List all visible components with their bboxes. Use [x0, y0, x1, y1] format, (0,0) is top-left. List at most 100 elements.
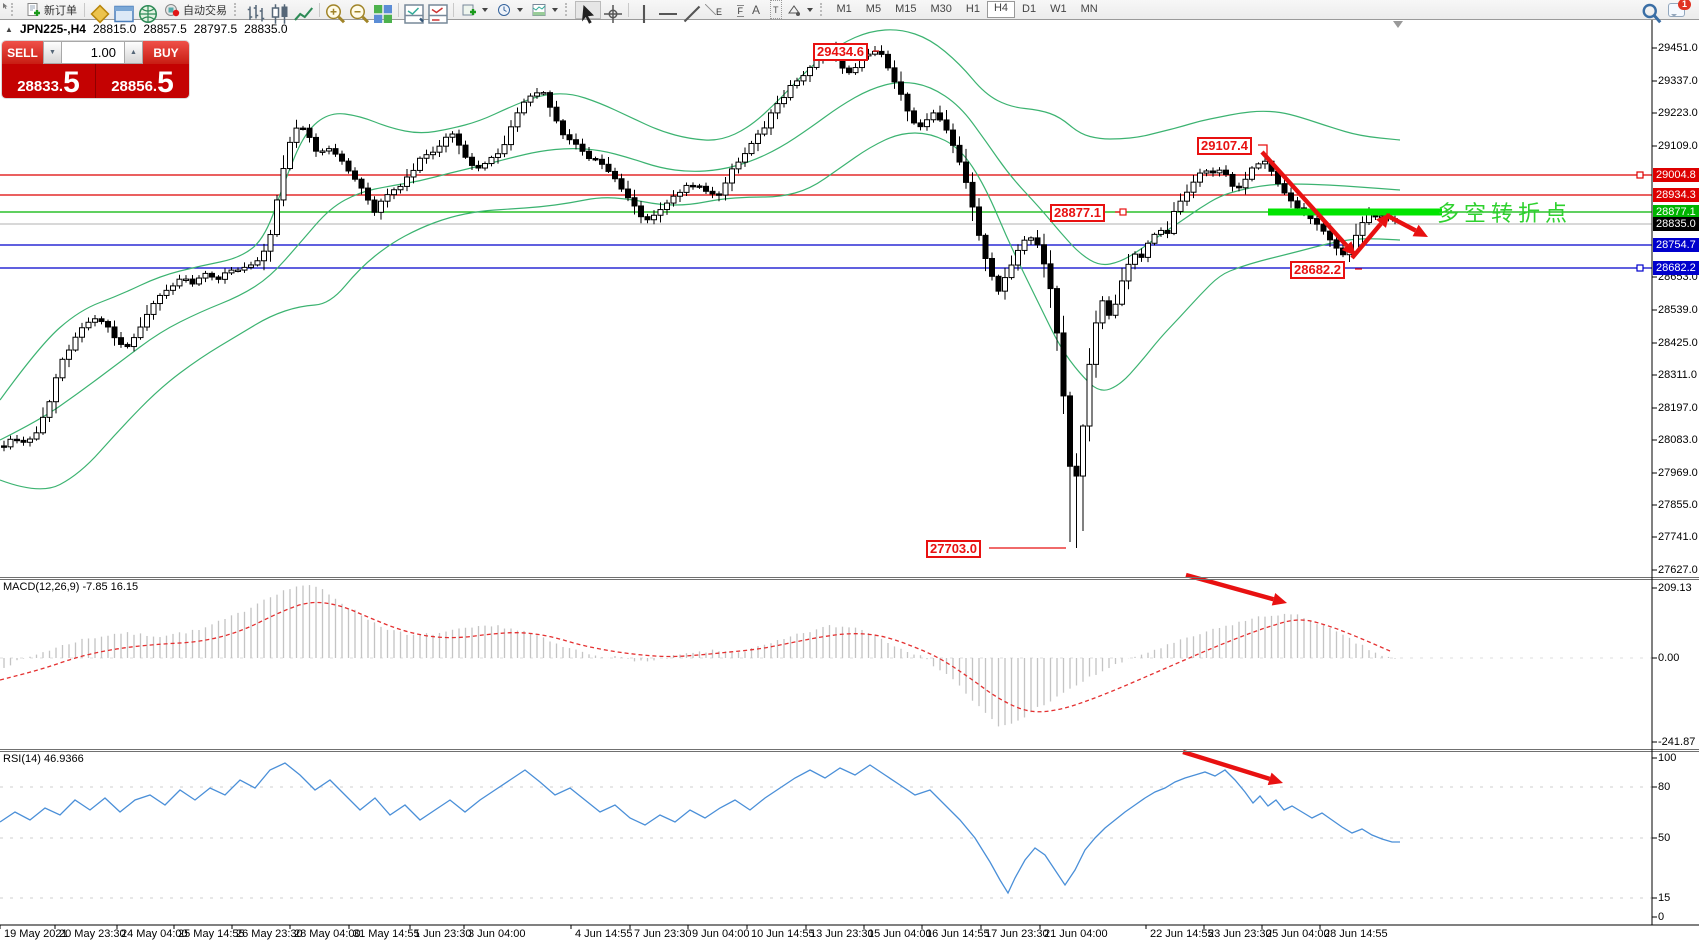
axis-tick-label: 29337.0 [1658, 75, 1698, 87]
bid-decimal-sep: . [58, 78, 64, 95]
time-tick-label: 31 May 14:55 [353, 928, 420, 940]
autotrade-button[interactable]: 自动交易 [160, 1, 231, 18]
indicator-window-icon[interactable] [402, 2, 426, 24]
timeframe-button-m15[interactable]: M15 [895, 3, 917, 15]
axis-tick-label: 28197.0 [1658, 402, 1698, 414]
timeframe-bar[interactable]: M1 M5 M15 M30 H1 H4 D1 W1 MN [830, 1, 1105, 18]
trendline-tool-icon[interactable] [680, 2, 704, 22]
period-button[interactable] [492, 1, 527, 18]
bollinger-bands-layer [0, 29, 1401, 490]
time-tick-label: 3 Jun 04:00 [468, 928, 526, 940]
price-annotation-box[interactable]: 29434.6 [813, 43, 868, 61]
autotrade-icon [164, 2, 180, 18]
autotrade-label: 自动交易 [183, 4, 227, 17]
cursor-tool-icon[interactable] [575, 0, 601, 24]
text-tool-icon[interactable]: A [748, 1, 770, 18]
time-tick-label: 13 Jun 23:30 [810, 928, 874, 940]
timeframe-button-m1[interactable]: M1 [836, 3, 852, 15]
price-annotation-box[interactable]: 29107.4 [1197, 137, 1252, 155]
volume-input[interactable]: 1.00 [62, 41, 124, 64]
navigator-icon[interactable] [112, 2, 136, 22]
price-annotation-box[interactable]: 28682.2 [1290, 261, 1345, 279]
axis-tick-label: 28083.0 [1658, 434, 1698, 446]
new-order-button[interactable]: 新订单 [21, 1, 81, 18]
vertical-line-tool-icon[interactable] [632, 2, 656, 23]
ask-decimal-sep: . [152, 78, 158, 95]
candlestick-mode-icon[interactable] [268, 2, 292, 24]
timeframe-button-mn[interactable]: MN [1080, 3, 1098, 15]
line-chart-mode-icon[interactable] [292, 2, 316, 21]
price-level-badge: 28934.3 [1653, 188, 1699, 202]
volume-decrease-button[interactable]: ▼ [43, 41, 62, 64]
time-tick-label: 20 May 23:30 [59, 928, 126, 940]
one-click-trading-panel: SELL ▼ 1.00 ▲ BUY 28833. 5 28856. 5 [2, 41, 189, 98]
search-icon[interactable] [1640, 2, 1664, 23]
toolbar-grip [11, 3, 18, 16]
chart-profile-icon[interactable] [88, 2, 112, 24]
bid-price[interactable]: 28833. 5 [2, 64, 96, 98]
horizontal-lines-layer[interactable] [0, 171, 1652, 272]
toolbar-separator [628, 2, 629, 17]
axis-tick-label: 27627.0 [1658, 564, 1698, 576]
price-level-badge: 29004.8 [1653, 168, 1699, 182]
text-label-tool-icon[interactable]: T [770, 0, 782, 19]
indicator-list-icon[interactable] [426, 2, 450, 24]
toolbar-grip [565, 3, 572, 16]
time-tick-label: 25 Jun 04:00 [1266, 928, 1330, 940]
bid-big-digit: 5 [63, 66, 80, 98]
new-order-label: 新订单 [44, 4, 77, 17]
notifications-button[interactable]: 1 [1664, 0, 1691, 18]
rsi-value: 46.9366 [43, 753, 84, 765]
price-annotation-box[interactable]: 27703.0 [926, 540, 981, 558]
timeframe-button-h1[interactable]: H1 [965, 3, 980, 15]
time-tick-label: 19 May 2021 [4, 928, 68, 940]
dropdown-caret [552, 7, 558, 12]
market-watch-icon[interactable] [136, 2, 160, 23]
tile-windows-icon[interactable] [371, 2, 395, 23]
timeframe-button-m5[interactable]: M5 [865, 3, 882, 15]
timeframe-button-d1[interactable]: D1 [1022, 3, 1037, 15]
ask-price[interactable]: 28856. 5 [96, 64, 189, 98]
volume-increase-button[interactable]: ▲ [124, 41, 143, 64]
sell-button[interactable]: SELL [2, 41, 43, 64]
macd-values: -7.85 16.15 [82, 581, 139, 593]
crosshair-tool-icon[interactable] [601, 2, 625, 23]
chart-objects-layer[interactable] [1268, 208, 1442, 216]
axis-tick-label: 0.00 [1658, 652, 1680, 664]
channel-tool-icon[interactable]: E [704, 2, 726, 17]
buy-button[interactable]: BUY [143, 41, 189, 64]
collapse-arrow-icon[interactable]: ▲ [5, 24, 13, 34]
time-tick-label: 21 Jun 04:00 [1044, 928, 1108, 940]
axis-tick-label: 29109.0 [1658, 140, 1698, 152]
axis-tick-label: 29451.0 [1658, 42, 1698, 54]
axis-tick-label: 0 [1658, 911, 1665, 923]
zoom-in-icon[interactable] [323, 2, 347, 23]
toolbar-separator [398, 2, 399, 17]
price-annotation-box[interactable]: 28877.1 [1050, 204, 1105, 222]
rsi-layer [0, 762, 1400, 895]
zoom-out-icon[interactable] [347, 2, 371, 23]
timeframe-button-m30[interactable]: M30 [930, 3, 952, 15]
add-indicator-button[interactable] [457, 1, 492, 18]
time-tick-label: 23 Jun 23:30 [1208, 928, 1272, 940]
clock-icon [496, 2, 512, 18]
price-level-badge: 28682.2 [1653, 261, 1699, 275]
macd-layer [0, 585, 1396, 727]
axis-tick-label: 15 [1658, 892, 1671, 904]
horizontal-line-tool-icon[interactable] [656, 2, 680, 18]
timeframe-button-w1[interactable]: W1 [1050, 3, 1067, 15]
timeframe-button-h4[interactable]: H4 [986, 1, 1015, 18]
ask-big-digit: 5 [157, 66, 174, 98]
rsi-panel-label: RSI(14) 46.9366 [3, 753, 84, 765]
main-toolbar: 新订单 自动交易 E F A T [0, 0, 1699, 24]
axis-tick-label: -241.87 [1658, 736, 1696, 748]
fibonacci-tool-icon[interactable]: F [726, 3, 748, 17]
turning-point-note[interactable]: 多空转折点 [1437, 201, 1573, 226]
template-button[interactable] [527, 1, 562, 18]
bar-chart-mode-icon[interactable] [244, 2, 268, 21]
dropdown-caret [806, 7, 813, 12]
shapes-button[interactable] [782, 1, 817, 18]
time-tick-label: 24 May 04:00 [121, 928, 188, 940]
